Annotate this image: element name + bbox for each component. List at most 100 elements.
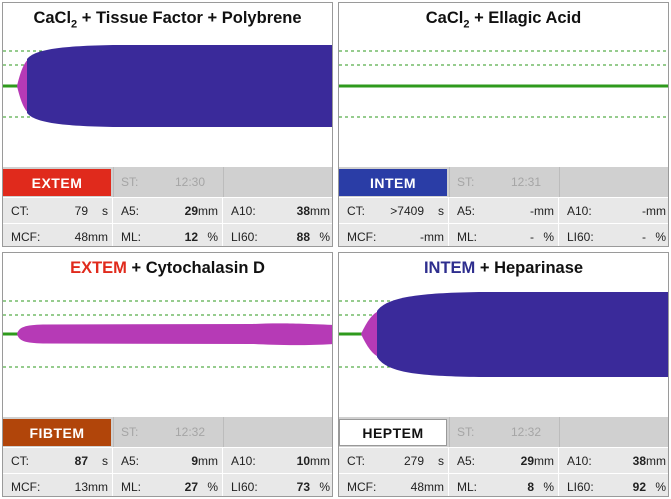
ct-unit: s [438,454,444,468]
divider [223,167,224,197]
a10-cell: A10: 38 mm [223,198,332,223]
a5-unit: mm [534,204,554,218]
result-table: EXTEM ST: 12:30 CT: 79 s A5: 29 mm A10: 38 mm … [3,167,332,246]
title-text: INTEM [423,259,476,277]
ml-unit: % [543,480,554,494]
a5-label: A5: [457,204,476,218]
ct-value: >7409 [390,204,424,218]
li60-cell: LI60: 88% [223,224,332,246]
assay-badge: EXTEM [3,169,111,196]
result-header: FIBTEM ST: 12:32 [3,417,332,447]
ct-unit: s [102,204,108,218]
mcf-unit: mm [88,480,108,494]
ml-unit: % [207,230,218,244]
result-row: CT: 87 s A5: 9 mm A10: 10 mm [3,448,332,473]
a10-label: A10: [231,204,256,218]
tem-trace [3,45,332,127]
title-text: + Heparinase [475,259,584,277]
li60-value: 92 [632,480,646,494]
result-row: CT: >7409 s A5: - mm A10: - mm [339,198,668,223]
a5-unit: mm [198,454,218,468]
a10-cell: A10: - mm [559,198,668,223]
ml-value: - [530,230,534,244]
clot-trace [17,323,332,346]
assay-badge: HEPTEM [339,419,447,446]
li60-unit: % [655,480,666,494]
mcf-value: 48 [74,230,88,244]
ml-label: ML: [121,230,142,244]
fibtem-panel: EXTEM + Cytochalasin D FIBTEM ST: 12:32 … [2,252,333,497]
a5-cell: A5: 29 mm [449,448,559,473]
st-label: ST: [121,425,139,439]
ml-cell: ML: -% [449,224,559,246]
a10-unit: mm [310,454,330,468]
a5-value: 29 [520,454,534,468]
a5-label: A5: [457,454,476,468]
panel-title: EXTEM + Cytochalasin D [3,259,332,278]
mcf-cell: MCF: - mm [339,224,449,246]
a5-unit: mm [534,454,554,468]
a5-value: 9 [191,454,198,468]
mcf-label: MCF: [11,230,41,244]
mcf-value: - [420,230,424,244]
title-text: CaCl [33,9,72,27]
result-row: MCF: - mm ML: -% LI60: -% [339,224,668,246]
ml-value: 27 [184,480,198,494]
ml-cell: ML: 27% [113,474,223,496]
result-table: HEPTEM ST: 12:32 CT: 279 s A5: 29 mm A10: 38 m… [339,417,668,496]
st-label: ST: [457,175,475,189]
ml-value: 12 [184,230,198,244]
result-header: INTEM ST: 12:31 [339,167,668,197]
mcf-cell: MCF: 48 mm [339,474,449,496]
li60-cell: LI60: 92% [559,474,668,496]
result-header: HEPTEM ST: 12:32 [339,417,668,447]
tem-trace [339,292,668,377]
a5-label: A5: [121,454,140,468]
li60-value: 73 [296,480,310,494]
a5-cell: A5: 9 mm [113,448,223,473]
ct-unit: s [438,204,444,218]
ct-value: 79 [74,204,88,218]
result-table: FIBTEM ST: 12:32 CT: 87 s A5: 9 mm A10: 10 mm … [3,417,332,496]
a5-value: 29 [184,204,198,218]
result-row: CT: 279 s A5: 29 mm A10: 38 mm [339,448,668,473]
mcf-value: 13 [74,480,88,494]
title-subscript: 2 [71,18,78,31]
li60-label: LI60: [567,480,594,494]
a5-label: A5: [121,204,140,218]
ct-label: CT: [11,204,29,218]
panel-title: CaCl2 + Tissue Factor + Polybrene [3,9,332,30]
a5-value: - [530,204,534,218]
li60-value: 88 [296,230,310,244]
extem-panel: CaCl2 + Tissue Factor + Polybrene EXTEM … [2,2,333,247]
mcf-label: MCF: [11,480,41,494]
mcf-unit: mm [424,230,444,244]
a10-value: 38 [632,454,646,468]
divider [113,417,114,447]
ml-label: ML: [457,480,478,494]
ct-unit: s [102,454,108,468]
ml-unit: % [543,230,554,244]
st-time: 12:32 [175,425,206,439]
st-label: ST: [121,175,139,189]
a5-cell: A5: 29 mm [113,198,223,223]
ct-cell: CT: 87 s [3,448,113,473]
li60-cell: LI60: -% [559,224,668,246]
li60-unit: % [319,480,330,494]
ml-cell: ML: 8% [449,474,559,496]
divider [449,167,450,197]
divider [559,417,560,447]
ct-cell: CT: 79 s [3,198,113,223]
result-table: INTEM ST: 12:31 CT: >7409 s A5: - mm A10: - mm… [339,167,668,246]
a5-cell: A5: - mm [449,198,559,223]
ml-label: ML: [121,480,142,494]
clot-trace [27,45,332,127]
mcf-cell: MCF: 48 mm [3,224,113,246]
a10-unit: mm [646,204,666,218]
result-header: EXTEM ST: 12:30 [3,167,332,197]
divider [449,417,450,447]
li60-unit: % [319,230,330,244]
a10-unit: mm [646,454,666,468]
mcf-cell: MCF: 13 mm [3,474,113,496]
li60-label: LI60: [231,230,258,244]
